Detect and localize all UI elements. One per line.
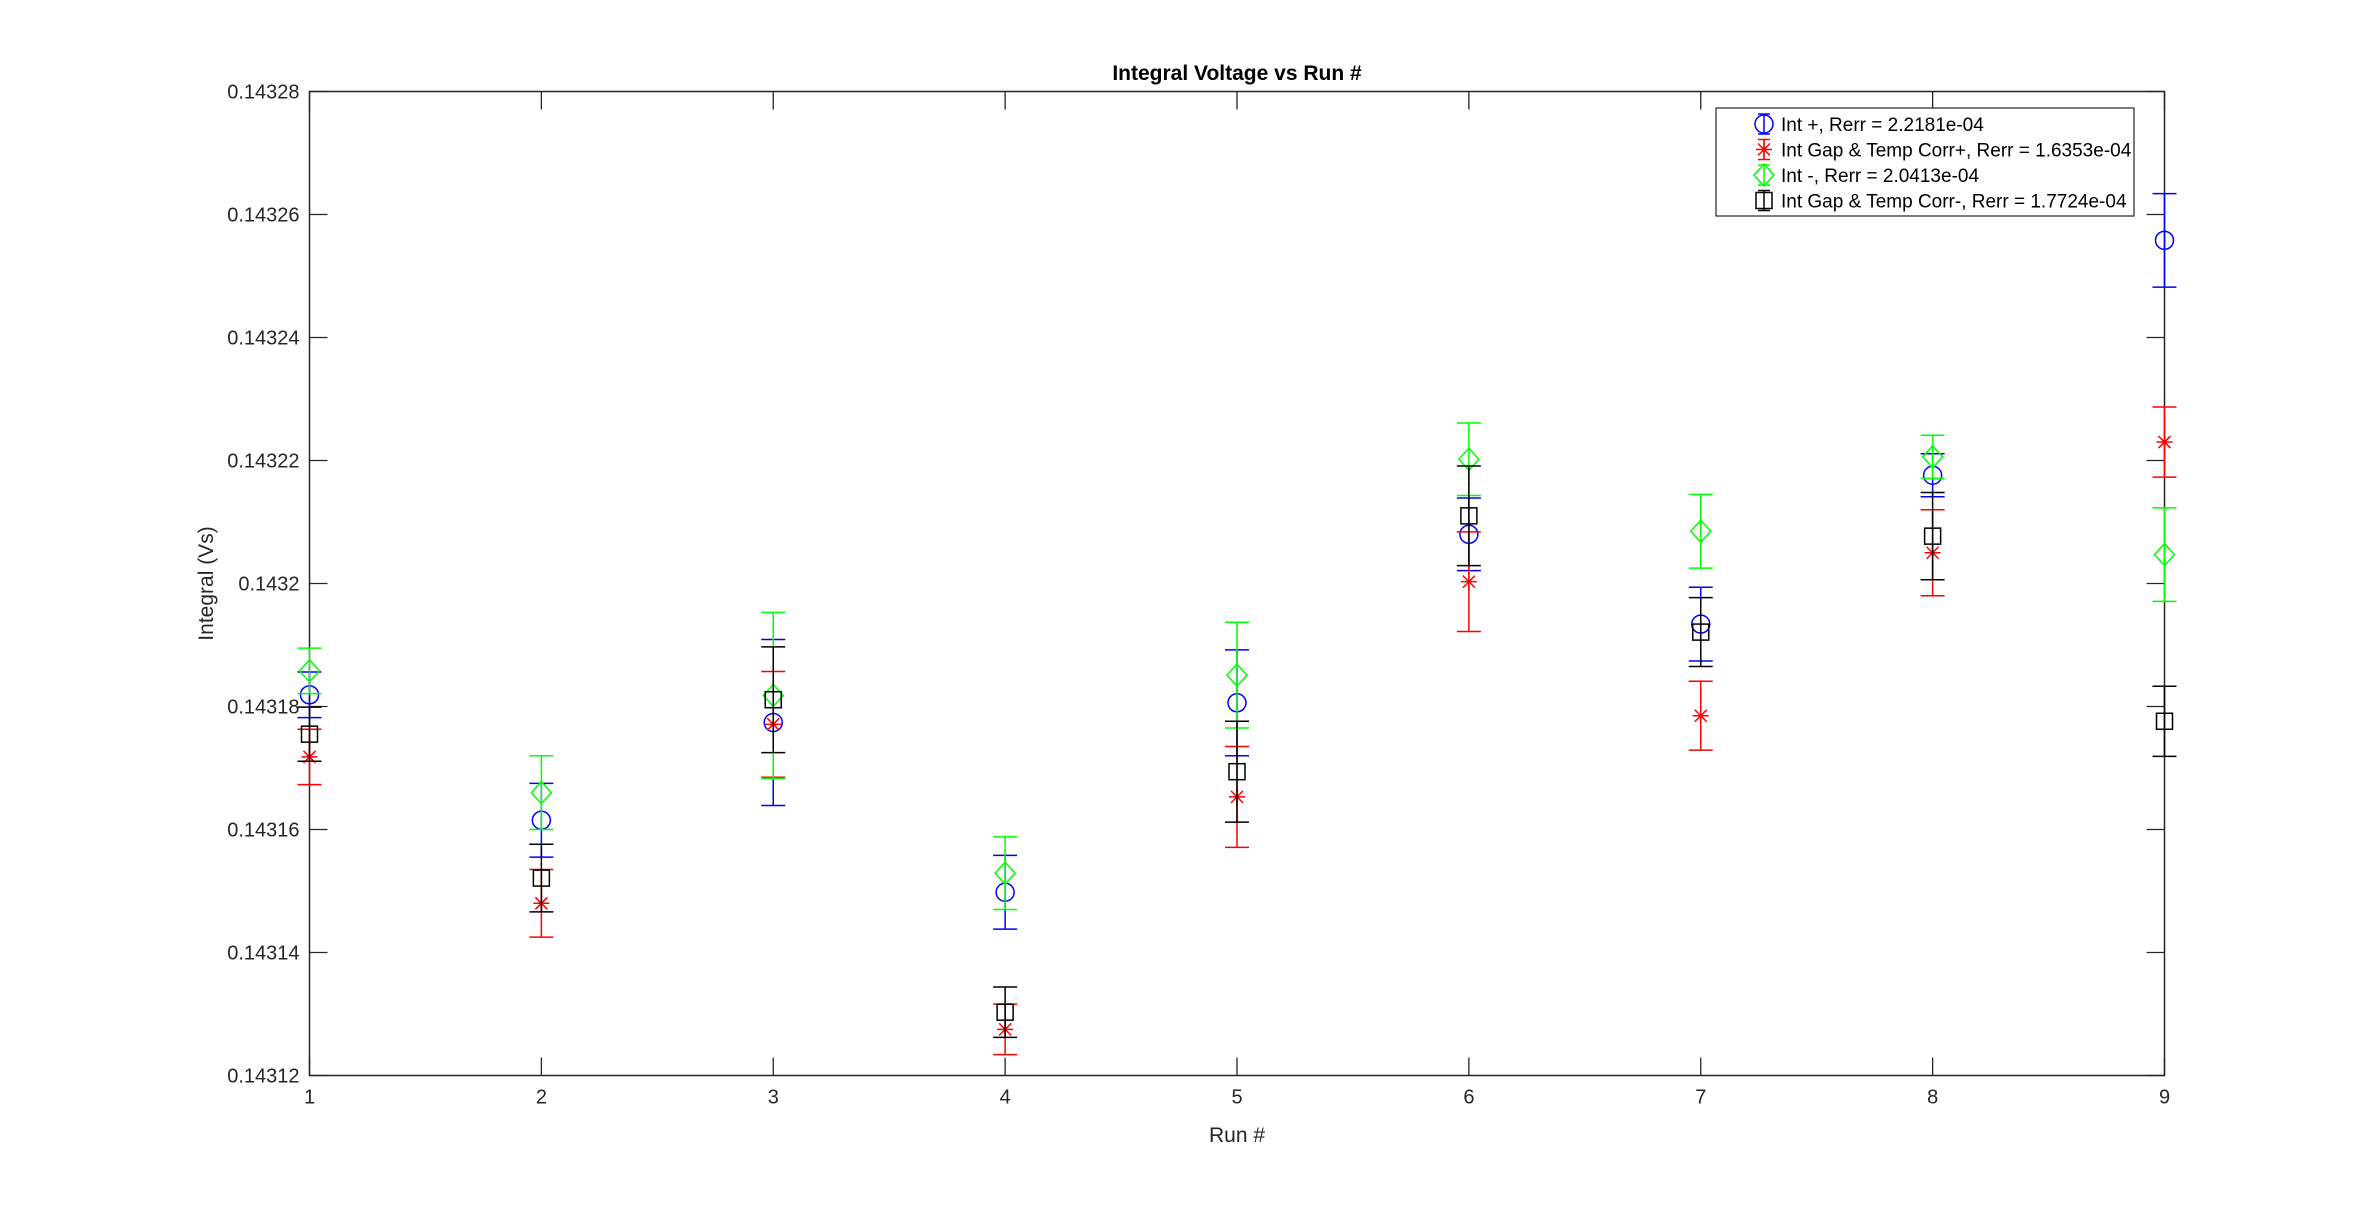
data-point [2153,542,2176,567]
y-tick-label: 0.1432 [238,574,299,596]
series-4 [297,465,2177,1039]
x-tick-label: 7 [1695,1087,1706,1109]
x-tick-label: 5 [1231,1087,1242,1109]
x-tick-label: 8 [1927,1087,1938,1109]
y-tick-label: 0.14318 [227,697,299,719]
y-tick-label: 0.14314 [227,943,299,965]
legend-entry: Int Gap & Temp Corr-, Rerr = 1.7724e-04 [1781,192,2127,213]
legend-marker-icon [1756,140,1772,159]
data-point [1692,623,1710,641]
data-point [300,725,319,743]
legend: Int +, Rerr = 2.2181e-04 Int Gap & Temp C… [1715,107,2135,217]
ticks: 1 2 3 4 5 6 7 8 9 0.14312 0.14314 0.14316 0.14318 0.1… [227,82,2170,1109]
x-tick-label: 6 [1463,1087,1474,1109]
x-tick-label: 4 [1000,1087,1011,1109]
data-point [1689,519,1712,544]
data-point [764,690,782,709]
data-point [298,658,321,683]
data-point [1460,507,1478,525]
data-point [1692,706,1709,725]
y-tick-label: 0.14322 [227,451,299,473]
data-point [530,780,553,805]
data-point [532,869,551,887]
legend-marker-icon [1754,114,1774,134]
x-tick-label: 1 [304,1087,315,1109]
data-point [2156,433,2173,452]
data-point [1921,444,1944,469]
legend-entry: Int +, Rerr = 2.2181e-04 [1781,115,1984,136]
data-point [2154,230,2175,251]
legend-marker-icon [1755,191,1773,210]
y-tick-label: 0.14324 [227,328,299,350]
legend-marker-icon [1752,162,1776,188]
legend-entry: Int -, Rerr = 2.0413e-04 [1781,166,1979,187]
data-point [1225,663,1249,688]
legend-entry: Int Gap & Temp Corr+, Rerr = 1.6353e-04 [1781,141,2132,162]
data-point [1460,572,1477,591]
x-tick-label: 3 [768,1087,779,1109]
chart-title: Integral Voltage vs Run # [1112,62,1362,85]
data-point [1923,527,1942,545]
y-tick-label: 0.14312 [227,1066,299,1088]
data-point [996,1003,1014,1021]
data-point [1228,762,1246,781]
y-tick-label: 0.14328 [227,82,299,104]
y-tick-label: 0.14316 [227,820,299,842]
y-axis-label: Integral (Vs) [195,526,218,640]
legend-box [1715,107,2135,217]
x-tick-label: 9 [2159,1087,2170,1109]
data-marks [297,192,2177,1056]
plot-area [308,90,2166,1077]
data-point [2155,712,2174,731]
data-point [994,861,1017,886]
x-tick-label: 2 [536,1087,547,1109]
y-tick-label: 0.14326 [227,205,299,227]
x-axis-label: Run # [1209,1124,1265,1147]
